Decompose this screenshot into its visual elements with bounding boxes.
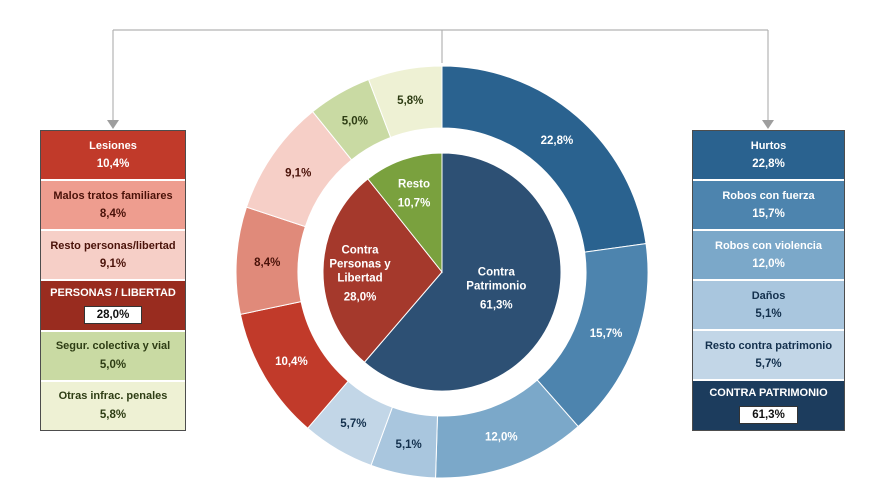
legend-label: PERSONAS / LIBERTAD — [50, 287, 176, 299]
legend-value: 5,8% — [99, 409, 127, 422]
right-panel-row-1: Robos con fuerza 15,7% — [693, 181, 844, 231]
left-panel-row-3-total: PERSONAS / LIBERTAD 28,0% — [41, 281, 185, 332]
legend-label: Robos con violencia — [715, 239, 822, 252]
legend-label: Otras infrac. penales — [58, 390, 168, 403]
right-panel-row-0: Hurtos 22,8% — [693, 131, 844, 181]
left-panel-row-4: Segur. colectiva y vial 5,0% — [41, 331, 185, 382]
inner-segment-label-0: Contra Patrimonio 61,3% — [466, 267, 526, 312]
legend-value: 5,0% — [99, 359, 127, 372]
connector-lines — [112, 29, 769, 120]
legend-value: 5,7% — [755, 358, 782, 371]
outer-segment-label-8: 5,0% — [342, 115, 368, 127]
legend-label: Segur. colectiva y vial — [55, 340, 171, 353]
right-panel-row-3: Daños 5,1% — [693, 281, 844, 331]
legend-label: Hurtos — [750, 139, 787, 152]
right-panel-row-2: Robos con violencia 12,0% — [693, 231, 844, 281]
outer-segment-label-1: 15,7% — [590, 328, 623, 340]
legend-label: Resto personas/libertad — [50, 239, 176, 252]
outer-segment-label-3: 5,1% — [396, 439, 422, 451]
legend-value: 9,1% — [99, 258, 127, 271]
left-panel-row-2: Resto personas/libertad 9,1% — [41, 231, 185, 281]
inner-pie-segment-2 — [367, 152, 443, 274]
legend-value: 15,7% — [752, 208, 785, 221]
inner-pie-segment-0 — [363, 152, 562, 392]
arrowhead-right-icon — [762, 120, 774, 129]
arrowhead-left-icon — [107, 120, 119, 129]
legend-label: Malos tratos familiares — [53, 189, 173, 202]
right-panel-row-5-total: CONTRA PATRIMONIO 61,3% — [693, 381, 844, 430]
outer-segment-label-9: 5,8% — [397, 95, 423, 107]
inner-pie-segment-1 — [322, 178, 443, 363]
outer-segment-label-5: 10,4% — [275, 356, 308, 368]
outer-segment-label-2: 12,0% — [485, 432, 518, 444]
left-panel-row-5: Otras infrac. penales 5,8% — [41, 381, 185, 430]
legend-value: 8,4% — [99, 208, 127, 221]
outer-segment-label-7: 9,1% — [285, 167, 311, 179]
outer-ring-segment-9 — [367, 65, 443, 139]
right-legend-panel: Hurtos 22,8% Robos con fuerza 15,7% Robos co… — [692, 130, 845, 431]
right-panel-row-4: Resto contra patrimonio 5,7% — [693, 331, 844, 381]
legend-value: 22,8% — [752, 158, 785, 171]
legend-label: Robos con fuerza — [722, 189, 815, 202]
legend-label: CONTRA PATRIMONIO — [709, 387, 828, 399]
legend-value: 10,4% — [96, 158, 130, 171]
outer-segment-label-4: 5,7% — [340, 418, 366, 430]
legend-value: 5,1% — [755, 308, 782, 321]
legend-value: 12,0% — [752, 258, 785, 271]
left-legend-panel: Lesiones 10,4% Malos tratos familiares 8,4%… — [40, 130, 186, 431]
legend-label: Daños — [751, 289, 786, 302]
legend-label: Resto contra patrimonio — [704, 339, 833, 352]
left-panel-row-0: Lesiones 10,4% — [41, 131, 185, 181]
total-value-box: 28,0% — [83, 305, 143, 324]
legend-label: Lesiones — [89, 139, 137, 152]
outer-segment-label-6: 8,4% — [254, 257, 280, 269]
total-value-box: 61,3% — [739, 405, 798, 424]
left-panel-row-1: Malos tratos familiares 8,4% — [41, 181, 185, 231]
outer-segment-label-0: 22,8% — [541, 135, 574, 147]
inner-segment-label-1: Contra Personas y Libertad 28,0% — [329, 245, 391, 304]
inner-segment-label-2: Resto 10,7% — [398, 179, 431, 210]
